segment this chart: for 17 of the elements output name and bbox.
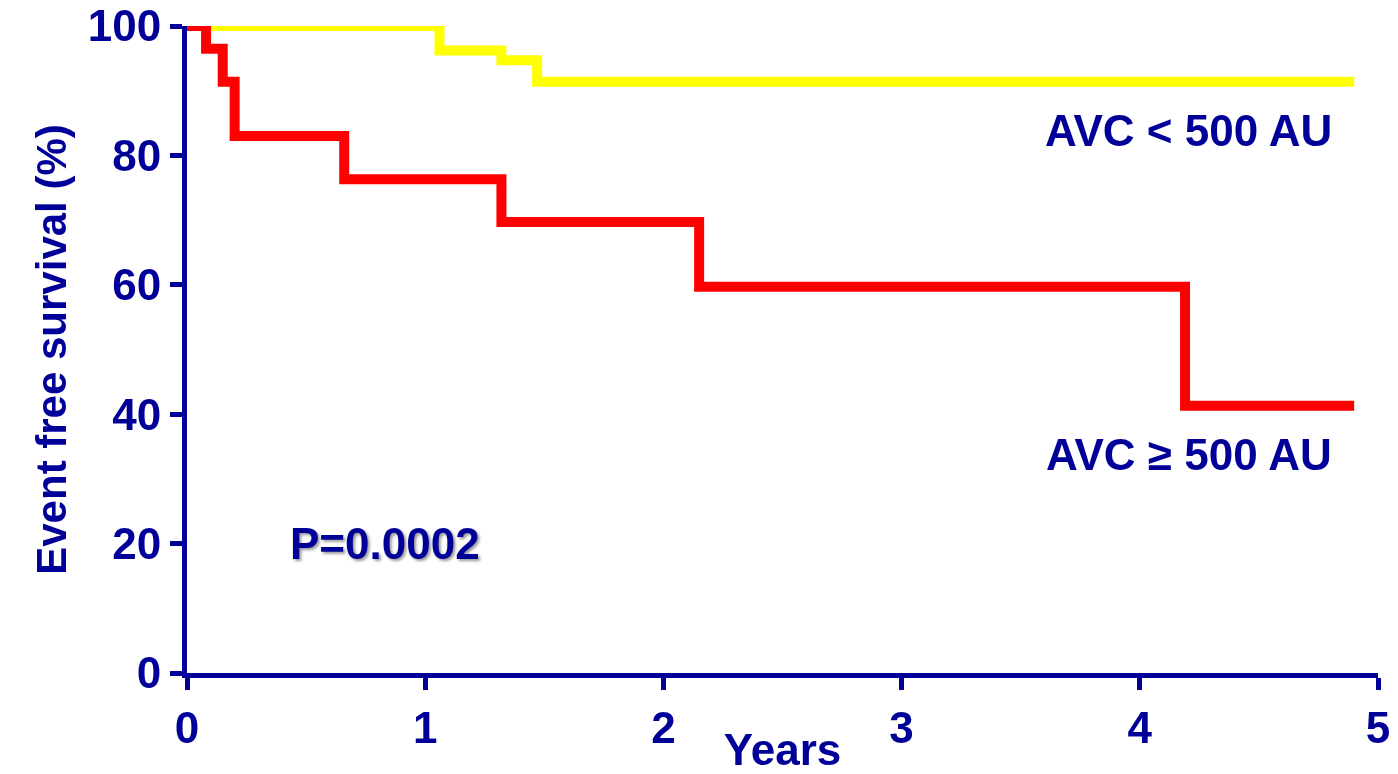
x-tick-label: 2 — [651, 702, 676, 752]
y-tick-label: 80 — [112, 130, 162, 180]
y-tick-label: 20 — [112, 519, 162, 568]
y-tick-label: 60 — [112, 260, 162, 310]
x-tick-label: 5 — [1365, 702, 1391, 752]
y-tick-label: 100 — [87, 1, 162, 51]
y-tick-label: 0 — [136, 648, 162, 698]
y-axis-title: Event free survival (%) — [27, 124, 75, 575]
x-axis-title: Years — [723, 725, 842, 774]
annotation: P=0.0002 — [290, 519, 480, 568]
series-label: AVC ≥ 500 AU — [1046, 430, 1332, 479]
x-tick-label: 3 — [889, 702, 914, 752]
y-tick-label: 40 — [112, 389, 162, 439]
series-label: AVC < 500 AU — [1045, 106, 1333, 155]
x-tick-label: 0 — [174, 702, 200, 752]
x-tick-label: 1 — [412, 702, 438, 752]
x-tick-label: 4 — [1127, 702, 1153, 752]
